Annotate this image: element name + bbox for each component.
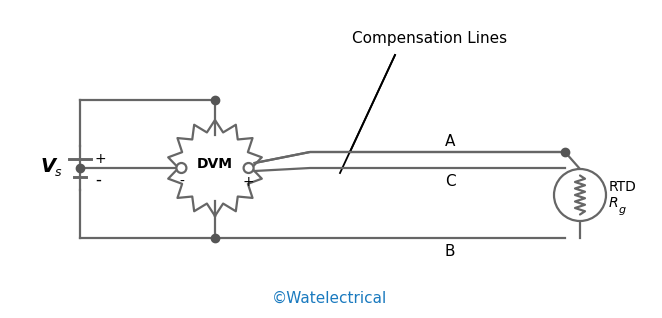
Text: R: R	[609, 196, 618, 210]
Text: ©Watelectrical: ©Watelectrical	[272, 291, 388, 306]
Polygon shape	[168, 120, 261, 216]
Text: s: s	[55, 167, 62, 179]
Circle shape	[176, 163, 187, 173]
Text: C: C	[445, 174, 455, 189]
Text: Compensation Lines: Compensation Lines	[352, 31, 508, 45]
Text: A: A	[445, 134, 455, 149]
Text: +: +	[94, 152, 106, 166]
Text: B: B	[445, 245, 455, 259]
Circle shape	[554, 169, 606, 221]
Circle shape	[244, 163, 254, 173]
Text: -: -	[95, 170, 101, 188]
Text: -: -	[179, 175, 184, 189]
Text: V: V	[40, 156, 56, 176]
Text: +: +	[243, 175, 254, 189]
Text: g: g	[619, 205, 626, 215]
Text: DVM: DVM	[197, 157, 233, 171]
Text: RTD: RTD	[609, 180, 637, 194]
